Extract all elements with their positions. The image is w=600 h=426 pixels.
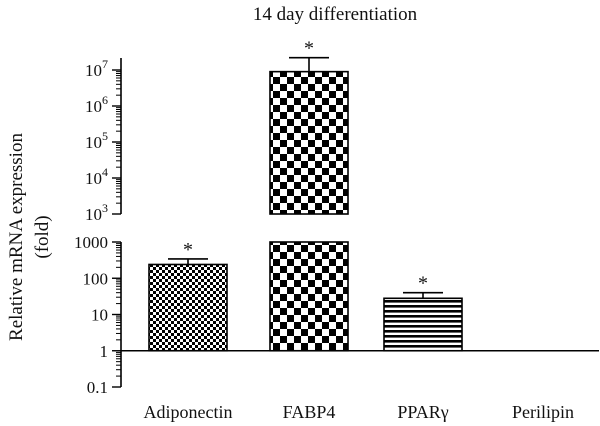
y-tick-label: 100 xyxy=(83,269,109,288)
x-tick-label: FABP4 xyxy=(283,402,336,422)
y-tick-label: 10 xyxy=(91,306,108,325)
bar-1-upper xyxy=(269,70,349,215)
significance-star: * xyxy=(304,38,314,60)
significance-star: * xyxy=(418,273,428,295)
y-axis-title-line-1: Relative mRNA expression xyxy=(6,133,27,341)
y-axis-title: Relative mRNA expression (fold) xyxy=(6,133,53,341)
y-tick-label: 104 xyxy=(85,165,108,188)
y-tick-label: 105 xyxy=(85,129,108,152)
y-tick-label: 106 xyxy=(85,93,108,116)
bar-1-lower xyxy=(269,241,349,352)
significance-star: * xyxy=(183,239,193,261)
chart-title: 14 day differentiation xyxy=(253,4,418,25)
bar-0 xyxy=(148,263,228,352)
x-tick-label: PPARγ xyxy=(397,402,448,422)
y-tick-label: 103 xyxy=(85,201,108,224)
y-tick-label: 0.1 xyxy=(87,378,108,397)
bar-2 xyxy=(383,297,463,352)
x-tick-label: Adiponectin xyxy=(144,402,233,422)
y-tick-label: 107 xyxy=(85,57,108,80)
y-tick-label: 1 xyxy=(100,342,109,361)
bars: * * * xyxy=(148,38,463,352)
y-tick-label: 1000 xyxy=(74,233,108,252)
y-axis-title-line-2: (fold) xyxy=(32,215,53,258)
x-tick-label: Perilipin xyxy=(512,402,574,422)
x-axis-labels: Adiponectin FABP4 PPARγ Perilipin xyxy=(144,402,574,422)
